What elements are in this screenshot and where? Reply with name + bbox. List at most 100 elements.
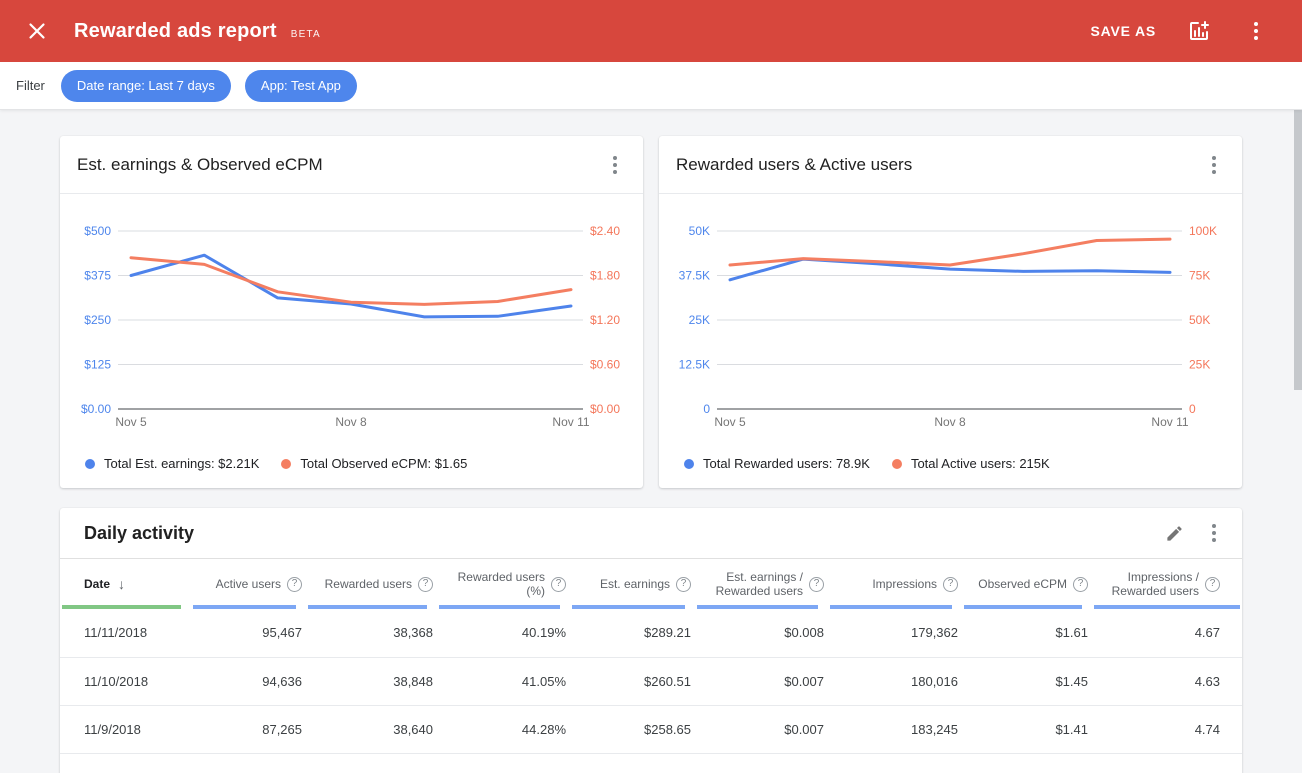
column-header-label: Est. earnings — [599, 576, 670, 591]
left-axis-tick: $250 — [84, 313, 111, 327]
filter-chip[interactable]: App: Test App — [244, 69, 357, 102]
column-header[interactable]: Impressions / Rewarded users? — [1088, 559, 1242, 609]
legend-item: Total Observed eCPM: $1.65 — [281, 456, 467, 471]
column-header[interactable]: Active users? — [187, 559, 302, 609]
kebab-icon — [1210, 522, 1218, 544]
right-axis-tick: $1.80 — [590, 269, 620, 283]
kebab-icon — [1252, 20, 1260, 42]
date-cell: 11/9/2018 — [60, 705, 187, 754]
chart-menu-button[interactable] — [1198, 149, 1230, 181]
value-cell: $0.008 — [691, 609, 824, 658]
chart-card-earnings-ecpm: Est. earnings & Observed eCPM $0.00 $0.00… — [60, 136, 643, 488]
vertical-scrollbar-thumb[interactable] — [1294, 108, 1302, 390]
column-header[interactable]: Date ↓ — [60, 559, 187, 609]
page-title: Rewarded ads report — [74, 19, 277, 42]
table-card-header: Daily activity — [60, 508, 1242, 559]
legend-label: Total Rewarded users: 78.9K — [703, 456, 870, 471]
help-icon[interactable]: ? — [287, 576, 302, 592]
series-line-right — [728, 237, 1172, 267]
app-bar: Rewarded ads report BETA SAVE AS — [0, 0, 1302, 62]
chart-legend: Total Est. earnings: $2.21K Total Observe… — [60, 440, 643, 487]
value-cell: 38,368 — [302, 609, 433, 658]
right-axis-tick: $2.40 — [590, 224, 620, 238]
column-header[interactable]: Est. earnings / Rewarded users? — [691, 559, 824, 609]
value-cell: 94,636 — [187, 657, 302, 706]
add-to-dashboard-button[interactable] — [1186, 18, 1212, 44]
right-axis-tick: $0.00 — [590, 402, 620, 416]
table-menu-button[interactable] — [1198, 517, 1230, 549]
column-header-content: Impressions / Rewarded users? — [1088, 570, 1242, 599]
column-header-label: Date — [84, 576, 111, 591]
help-icon[interactable]: ? — [943, 576, 958, 592]
column-header[interactable]: Rewarded users? — [302, 559, 433, 609]
table-row-partial — [60, 753, 1242, 773]
line-chart: $0.00 $0.00 $125 $0.60 $250 $1.20 $375 $1.80 $50… — [81, 224, 620, 429]
legend-dot-icon — [85, 458, 95, 469]
chart-menu-button[interactable] — [599, 149, 631, 181]
legend-label: Total Est. earnings: $2.21K — [104, 456, 260, 471]
value-cell: $289.21 — [566, 609, 691, 658]
column-metric-bar — [62, 605, 181, 609]
table-row: 11/10/2018 94,636 38,848 41.05% $260.51 $0.00… — [60, 657, 1242, 706]
column-header[interactable]: Impressions? — [824, 559, 958, 609]
close-button[interactable] — [24, 18, 50, 44]
legend-item: Total Rewarded users: 78.9K — [684, 456, 870, 471]
table-header-row: Date ↓ Active users? Rewarded users? Rewarde… — [60, 559, 1242, 609]
left-axis-tick: $0.00 — [81, 402, 111, 416]
line-chart: 0 0 12.5K 25K 25K 50K 37.5K 75K 50K 100K Nov 5 Nov … — [679, 224, 1217, 429]
column-header[interactable]: Est. earnings? — [566, 559, 691, 609]
close-icon — [29, 23, 45, 39]
chart-card-header: Est. earnings & Observed eCPM — [60, 136, 643, 194]
help-icon[interactable]: ? — [809, 576, 824, 592]
column-metric-bar — [964, 605, 1082, 609]
filter-chip[interactable]: Date range: Last 7 days — [60, 69, 231, 102]
kebab-icon — [611, 154, 619, 176]
filter-bar: Filter Date range: Last 7 days App: Test … — [0, 62, 1302, 110]
filter-label: Filter — [16, 78, 45, 93]
save-as-button[interactable]: SAVE AS — [1090, 23, 1156, 39]
value-cell: 40.19% — [433, 609, 566, 658]
help-icon[interactable]: ? — [418, 576, 433, 592]
column-header[interactable]: Observed eCPM? — [958, 559, 1088, 609]
value-cell: 38,640 — [302, 705, 433, 754]
value-cell: $1.45 — [958, 657, 1088, 706]
chart-title: Rewarded users & Active users — [676, 154, 913, 174]
left-axis-tick: 50K — [689, 224, 710, 238]
daily-activity-card: Daily activity Date ↓ Active users? Rewarde… — [60, 508, 1242, 773]
legend-label: Total Active users: 215K — [910, 456, 1050, 471]
legend-item: Total Est. earnings: $2.21K — [85, 456, 259, 471]
value-cell: $258.65 — [566, 705, 691, 754]
help-icon[interactable]: ? — [1073, 576, 1088, 592]
column-header-label: Active users — [215, 576, 281, 591]
chart-legend: Total Rewarded users: 78.9K Total Active … — [659, 440, 1242, 487]
daily-activity-table: Date ↓ Active users? Rewarded users? Rewarde… — [60, 559, 1242, 773]
column-header-content: Impressions? — [824, 576, 958, 592]
value-cell: 179,362 — [824, 609, 958, 658]
legend-label: Total Observed eCPM: $1.65 — [300, 456, 468, 471]
legend-dot-icon — [281, 458, 292, 469]
help-icon[interactable]: ? — [676, 576, 691, 592]
date-cell: 11/11/2018 — [60, 609, 187, 658]
column-header-label: Impressions — [872, 576, 937, 591]
x-axis-tick: Nov 8 — [335, 415, 367, 429]
right-axis-tick: 25K — [1189, 358, 1210, 372]
legend-dot-icon — [891, 458, 902, 469]
column-header-label: Rewarded users — [324, 576, 412, 591]
overflow-menu-button[interactable] — [1240, 15, 1272, 47]
help-icon[interactable]: ? — [1205, 576, 1220, 592]
left-axis-tick: $125 — [84, 358, 111, 372]
edit-table-button[interactable] — [1158, 517, 1190, 549]
x-axis-tick: Nov 8 — [934, 415, 966, 429]
column-header-content: Rewarded users? — [302, 576, 433, 592]
table-title: Daily activity — [84, 522, 195, 543]
chart-title: Est. earnings & Observed eCPM — [77, 154, 323, 174]
column-header[interactable]: Rewarded users (%)? — [433, 559, 566, 609]
series-line-left — [129, 253, 573, 319]
empty-cell — [60, 753, 1242, 773]
date-cell: 11/10/2018 — [60, 657, 187, 706]
help-icon[interactable]: ? — [551, 576, 566, 592]
column-metric-bar — [1094, 605, 1240, 609]
value-cell: 4.67 — [1088, 609, 1242, 658]
series-line-left — [728, 257, 1172, 282]
column-header-content: Date ↓ — [60, 576, 187, 592]
